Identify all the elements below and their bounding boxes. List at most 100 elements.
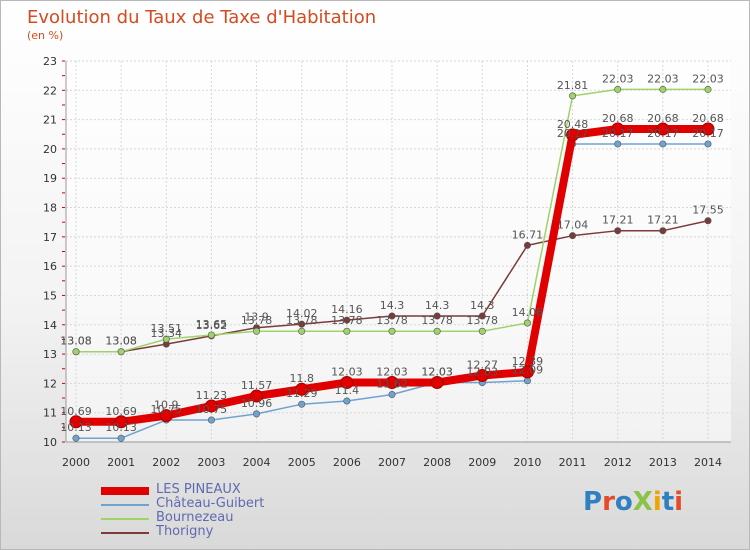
series-2-point: [614, 85, 622, 93]
series-1-data-label: 20.17: [692, 127, 724, 140]
series-0-data-label: 20.48: [557, 118, 589, 131]
series-3-data-label: 13.62: [196, 319, 228, 332]
series-2-point: [298, 327, 306, 335]
y-tick-label: 10: [43, 436, 57, 449]
legend-label: Thorigny: [156, 524, 214, 539]
y-tick-label: 22: [43, 84, 57, 97]
series-0-point: [475, 368, 489, 382]
series-0-point: [250, 389, 264, 403]
series-2-point: [253, 327, 261, 335]
series-3-point: [388, 312, 396, 320]
x-tick-label: 2004: [243, 456, 271, 469]
legend-swatch: [101, 518, 149, 520]
y-tick-label: 13: [43, 348, 57, 361]
series-0-point: [656, 122, 670, 136]
series-2-point: [433, 327, 441, 335]
series-2-data-label: 13.08: [60, 335, 92, 348]
series-1-data-label: 12.09: [512, 364, 544, 377]
series-2-data-label: 13.78: [331, 314, 363, 327]
series-1-point: [343, 397, 351, 405]
y-tick-label: 20: [43, 143, 57, 156]
series-1-point: [614, 140, 622, 148]
series-3-point: [704, 217, 712, 225]
series-3-data-label: 17.21: [602, 214, 634, 227]
series-0-data-label: 10.9: [154, 399, 179, 412]
series-0-data-label: 12.03: [331, 366, 363, 379]
legend-swatch: [101, 487, 149, 495]
series-1-data-label: 12.03: [421, 366, 453, 379]
series-2-point: [569, 92, 577, 100]
series-3-point: [343, 316, 351, 324]
series-0-data-label: 12.39: [512, 355, 544, 368]
series-2-point: [704, 85, 712, 93]
series-3-data-label: 13.08: [60, 335, 92, 348]
series-3-point: [433, 312, 441, 320]
series-3-data-label: 13.34: [151, 327, 183, 340]
series-2-point: [478, 327, 486, 335]
series-0-data-label: 12.03: [376, 366, 408, 379]
series-2-data-label: 22.03: [647, 72, 679, 85]
series-0-point: [430, 376, 444, 390]
series-3-point: [298, 320, 306, 328]
series-0-point: [701, 122, 715, 136]
unit-label: (en %): [27, 29, 64, 42]
series-3-point: [569, 232, 577, 240]
logo-letter: t: [661, 487, 675, 517]
series-0-data-label: 20.68: [602, 112, 634, 125]
series-1-data-label: 11.4: [335, 384, 360, 397]
x-tick-label: 2012: [604, 456, 632, 469]
series-0-data-label: 20.68: [647, 112, 679, 125]
x-tick-label: 2005: [288, 456, 316, 469]
series-2-data-label: 13.78: [241, 314, 273, 327]
series-0-data-label: 20.68: [692, 112, 724, 125]
x-tick-label: 2009: [468, 456, 496, 469]
series-1-point: [659, 140, 667, 148]
series-1-data-label: 10.13: [60, 421, 92, 434]
legend-swatch: [101, 504, 149, 506]
series-1-data-label: 20.17: [647, 127, 679, 140]
series-0-point: [520, 365, 534, 379]
y-tick-label: 16: [43, 260, 57, 273]
y-tick-label: 14: [43, 319, 57, 332]
logo-letter: P: [583, 487, 603, 517]
series-0-data-label: 11.8: [289, 372, 314, 385]
series-1-data-label: 11.29: [286, 387, 318, 400]
series-2-data-label: 13.78: [286, 314, 318, 327]
series-1-data-label: 20.17: [602, 127, 634, 140]
x-tick-label: 2000: [62, 456, 90, 469]
series-1-point: [72, 434, 80, 442]
x-tick-label: 2003: [197, 456, 225, 469]
series-2-data-label: 13.78: [421, 314, 453, 327]
x-tick-label: 2008: [423, 456, 451, 469]
logo-letter: r: [602, 487, 615, 517]
series-3-point: [523, 241, 531, 249]
legend-label: LES PINEAUX: [156, 482, 241, 497]
y-tick-label: 19: [43, 172, 57, 185]
series-0-point: [340, 376, 354, 390]
logo-letter: i: [652, 487, 662, 517]
series-3-data-label: 14.3: [380, 299, 405, 312]
series-0-point: [114, 415, 128, 429]
series-2-point: [72, 348, 80, 356]
series-0-data-label: 12.03: [421, 366, 453, 379]
series-1-data-label: 12.03: [467, 366, 499, 379]
x-tick-label: 2010: [513, 456, 541, 469]
series-1-data-label: 10.75: [196, 403, 228, 416]
x-tick-label: 2002: [152, 456, 180, 469]
series-0-data-label: 10.69: [60, 405, 92, 418]
series-1-data-label: 10.13: [105, 421, 137, 434]
series-2-point: [523, 319, 531, 327]
series-3-data-label: 14.3: [470, 299, 495, 312]
y-tick-label: 15: [43, 289, 57, 302]
y-tick-label: 11: [43, 407, 57, 420]
series-2-data-label: 13.51: [151, 322, 183, 335]
series-3-data-label: 14.3: [425, 299, 450, 312]
x-tick-label: 2011: [559, 456, 587, 469]
y-tick-label: 18: [43, 202, 57, 215]
y-tick-label: 17: [43, 231, 57, 244]
chart-title: Evolution du Taux de Taxe d'Habitation: [27, 7, 377, 28]
series-0-point: [611, 122, 625, 136]
y-tick-label: 12: [43, 377, 57, 390]
series-2-point: [117, 348, 125, 356]
